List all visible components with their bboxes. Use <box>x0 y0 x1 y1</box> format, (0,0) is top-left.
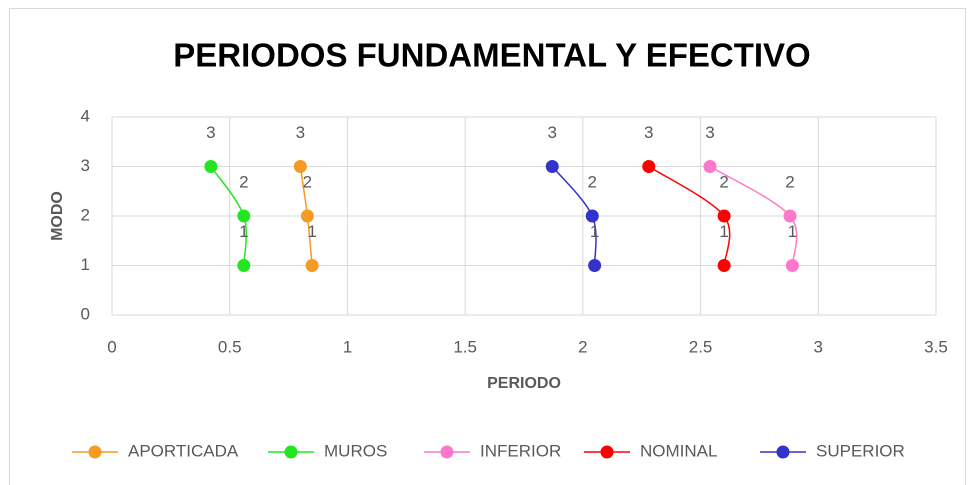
x-tick-label: 1.5 <box>453 337 477 356</box>
x-tick-label: 3 <box>814 337 823 356</box>
data-point <box>588 259 602 272</box>
y-tick-label: 4 <box>81 106 90 125</box>
data-point <box>237 259 251 272</box>
data-label: 1 <box>590 222 599 241</box>
data-point <box>305 259 319 272</box>
data-label: 1 <box>239 222 248 241</box>
x-tick-label: 2 <box>578 337 587 356</box>
data-label: 2 <box>719 172 728 191</box>
data-point <box>642 160 656 173</box>
legend-label: SUPERIOR <box>816 441 905 460</box>
data-label: 1 <box>307 222 316 241</box>
x-tick-label: 0 <box>107 337 116 356</box>
data-label: 2 <box>239 172 248 191</box>
chart-title: PERIODOS FUNDAMENTAL Y EFECTIVO <box>173 37 810 74</box>
legend-label: MUROS <box>324 441 387 460</box>
y-axis-label: MODO <box>49 191 66 241</box>
data-point <box>717 259 731 272</box>
y-tick-label: 1 <box>81 255 90 274</box>
chart-border <box>9 8 966 485</box>
data-label: 3 <box>644 123 653 142</box>
data-label: 3 <box>705 123 714 142</box>
data-point <box>783 209 797 223</box>
data-point <box>293 160 307 173</box>
data-label: 3 <box>206 123 215 142</box>
x-tick-label: 0.5 <box>218 337 242 356</box>
data-label: 3 <box>296 123 305 142</box>
x-tick-label: 1 <box>343 337 352 356</box>
legend-marker <box>88 445 102 459</box>
data-point <box>237 209 251 223</box>
data-label: 2 <box>785 172 794 191</box>
x-axis-label: PERIODO <box>487 375 561 392</box>
data-point <box>545 160 559 173</box>
legend-marker <box>440 445 454 459</box>
data-point <box>204 160 218 173</box>
legend-marker <box>776 445 790 459</box>
data-point <box>703 160 717 173</box>
x-tick-label: 2.5 <box>689 337 713 356</box>
legend-label: NOMINAL <box>640 441 717 460</box>
data-label: 3 <box>548 123 557 142</box>
y-tick-label: 0 <box>81 304 90 323</box>
y-tick-label: 3 <box>81 156 90 175</box>
legend-marker <box>284 445 298 459</box>
legend-label: APORTICADA <box>128 441 239 460</box>
legend-marker <box>600 445 614 459</box>
data-point <box>717 209 731 223</box>
data-point <box>585 209 599 223</box>
data-label: 2 <box>303 172 312 191</box>
data-point <box>300 209 314 223</box>
data-point <box>785 259 799 272</box>
data-label: 1 <box>788 222 797 241</box>
y-tick-label: 2 <box>81 205 90 224</box>
data-label: 1 <box>719 222 728 241</box>
data-label: 2 <box>588 172 597 191</box>
legend-label: INFERIOR <box>480 441 561 460</box>
x-tick-label: 3.5 <box>924 337 948 356</box>
